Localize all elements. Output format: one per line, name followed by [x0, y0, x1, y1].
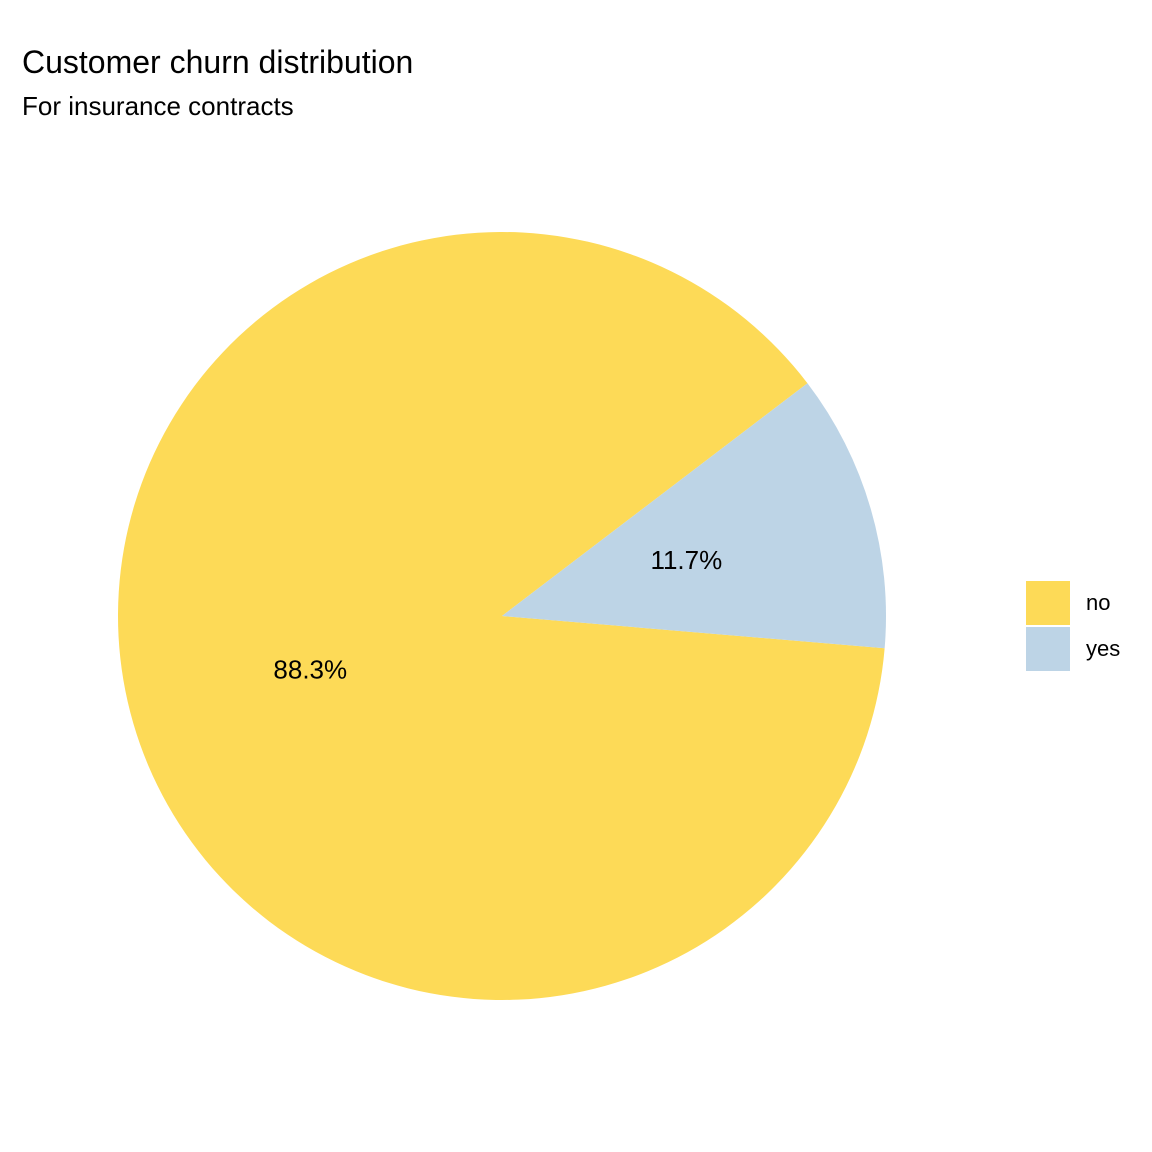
chart-title: Customer churn distribution: [22, 44, 414, 80]
legend: no yes: [1026, 580, 1120, 672]
slice-label-no: 88.3%: [273, 655, 347, 685]
legend-swatch-yes: [1026, 627, 1070, 671]
legend-item-yes: yes: [1026, 626, 1120, 672]
legend-label-yes: yes: [1086, 636, 1121, 661]
pie-slice-yes: [502, 383, 886, 649]
pie-slice-no: [118, 232, 885, 1001]
legend-item-no: no: [1026, 580, 1120, 626]
chart-subtitle: For insurance contracts: [22, 91, 294, 121]
slice-label-yes: 11.7%: [650, 545, 722, 575]
legend-label-no: no: [1086, 590, 1111, 615]
legend-swatch-no: [1026, 581, 1070, 625]
